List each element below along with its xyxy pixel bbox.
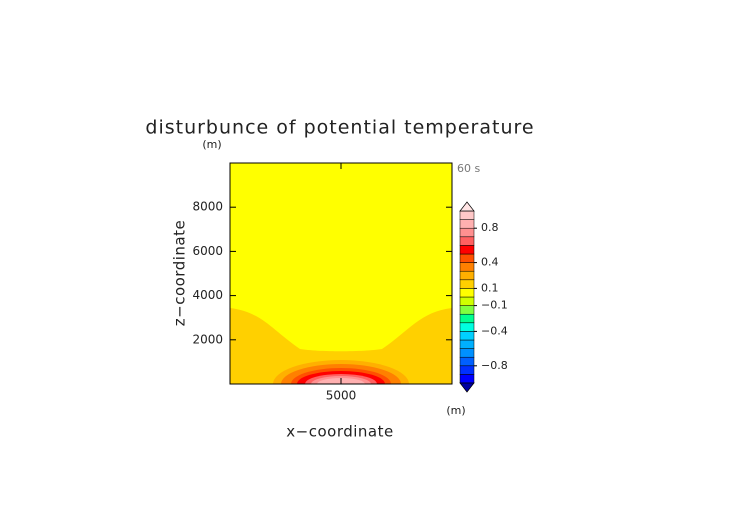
colorbar-extend-high — [459, 201, 475, 212]
contour-region — [230, 308, 452, 384]
time-label: 60 s — [457, 162, 480, 175]
colorbar-band — [459, 305, 475, 315]
colorbar-band — [459, 331, 475, 341]
colorbar-tick-label: −0.8 — [481, 359, 508, 372]
colorbar-tick-label: 0.8 — [481, 221, 499, 234]
colorbar-tick-label: 0.4 — [481, 256, 499, 269]
colorbar-band — [459, 219, 475, 229]
colorbar-band — [459, 210, 475, 220]
colorbar-tick-label: −0.4 — [481, 324, 508, 337]
colorbar-band — [459, 253, 475, 263]
colorbar-tick-label: 0.1 — [481, 281, 499, 294]
colorbar-band — [459, 322, 475, 332]
colorbar-band — [459, 236, 475, 246]
colorbar-band — [459, 374, 475, 384]
colorbar-band — [459, 262, 475, 272]
colorbar-band — [459, 296, 475, 306]
chart-title: disturbunce of potential temperature — [145, 117, 534, 139]
colorbar-band — [459, 279, 475, 289]
colorbar-band — [459, 365, 475, 375]
colorbar-band — [459, 313, 475, 324]
colorbar-tick-label: −0.1 — [481, 299, 508, 312]
y-tick-label: 4000 — [192, 288, 223, 302]
y-tick-label: 6000 — [192, 244, 223, 258]
contour-field — [230, 163, 452, 384]
x-tick-label: 5000 — [326, 389, 357, 403]
colorbar-band — [459, 356, 475, 367]
colorbar-band — [459, 270, 475, 281]
colorbar-band — [459, 288, 475, 298]
colorbar-extend-low — [459, 382, 475, 393]
y-axis-label: z−coordinate — [171, 220, 189, 326]
y-tick-label: 8000 — [192, 200, 223, 214]
colorbar-band — [459, 245, 475, 255]
x-unit: (m) — [446, 404, 465, 417]
colorbar-band — [459, 227, 475, 238]
y-unit: (m) — [202, 138, 221, 151]
colorbar-band — [459, 339, 475, 349]
y-tick-label: 2000 — [192, 332, 223, 346]
colorbar-band — [459, 348, 475, 358]
x-axis-label: x−coordinate — [286, 423, 393, 441]
